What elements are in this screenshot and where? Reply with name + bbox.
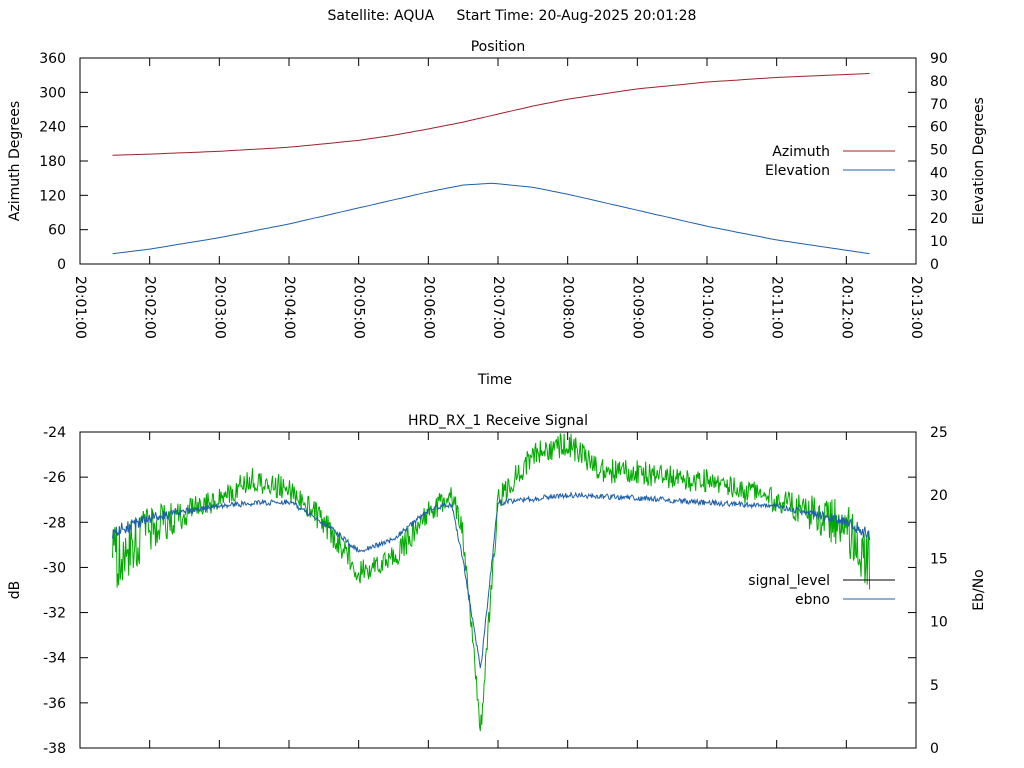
y-tick-label: 300 xyxy=(39,85,66,101)
x-tick-label: 20:02:00 xyxy=(142,276,158,339)
y-tick-label: 240 xyxy=(39,120,66,136)
y-tick-label: 0 xyxy=(57,257,66,273)
page-title: Satellite: AQUA Start Time: 20-Aug-2025 … xyxy=(327,8,697,24)
series-line-1-0 xyxy=(112,433,871,732)
y2-tick-label: 90 xyxy=(930,51,948,67)
plot-frame-1 xyxy=(79,431,917,749)
y2-tick-label: 10 xyxy=(930,615,948,631)
y-tick-label: 180 xyxy=(39,154,66,170)
y2-tick-label: 15 xyxy=(930,551,948,567)
y-tick-label: -26 xyxy=(43,470,66,486)
y-tick-label: -28 xyxy=(43,515,66,531)
y2-tick-label: 20 xyxy=(930,211,948,227)
x-tick-label: 20:08:00 xyxy=(560,276,576,339)
chart-title-0: Position xyxy=(471,39,526,55)
x-tick-label: 20:03:00 xyxy=(211,276,227,339)
y2-tick-label: 5 xyxy=(930,678,939,694)
x-tick-label: 20:05:00 xyxy=(351,276,367,339)
y-axis-label-0: Azimuth Degrees xyxy=(7,101,23,221)
x-tick-label: 20:06:00 xyxy=(420,276,436,339)
x-tick-label: 20:01:00 xyxy=(72,276,88,339)
y-axis-label-1: dB xyxy=(7,581,23,600)
y-tick-label: -32 xyxy=(43,606,66,622)
legend-label: ebno xyxy=(795,592,830,608)
series-line-0-0 xyxy=(112,72,870,156)
plot-frame-0 xyxy=(79,57,917,265)
y2-tick-label: 10 xyxy=(930,234,948,250)
chart-title-1: HRD_RX_1 Receive Signal xyxy=(408,413,588,429)
x-axis-label-0: Time xyxy=(477,372,512,388)
y2-tick-label: 30 xyxy=(930,188,948,204)
series-line-0-1 xyxy=(112,182,870,255)
x-tick-label: 20:11:00 xyxy=(769,276,785,339)
y2-tick-label: 80 xyxy=(930,74,948,90)
y2-axis-label-1: Eb/No xyxy=(971,569,987,611)
y2-tick-label: 60 xyxy=(930,120,948,136)
y2-axis-label-0: Elevation Degrees xyxy=(971,97,987,225)
legend-label: Azimuth xyxy=(772,144,830,160)
legend-label: signal_level xyxy=(748,573,830,589)
y-tick-label: 120 xyxy=(39,188,66,204)
y-tick-label: -38 xyxy=(43,741,66,757)
y2-tick-label: 70 xyxy=(930,97,948,113)
y2-tick-label: 20 xyxy=(930,488,948,504)
x-tick-label: 20:10:00 xyxy=(699,276,715,339)
y-tick-label: 360 xyxy=(39,51,66,67)
y-tick-label: 60 xyxy=(48,223,66,239)
y2-tick-label: 0 xyxy=(930,741,939,757)
y-tick-label: -36 xyxy=(43,696,66,712)
y2-tick-label: 50 xyxy=(930,143,948,159)
x-tick-label: 20:09:00 xyxy=(629,276,645,339)
series-line-1-1 xyxy=(112,491,871,669)
x-tick-label: 20:13:00 xyxy=(908,276,924,339)
x-tick-label: 20:12:00 xyxy=(838,276,854,339)
x-tick-label: 20:04:00 xyxy=(281,276,297,339)
y-tick-label: -30 xyxy=(43,560,66,576)
x-tick-label: 20:07:00 xyxy=(490,276,506,339)
y2-tick-label: 0 xyxy=(930,257,939,273)
y-tick-label: -34 xyxy=(43,651,66,667)
y2-tick-label: 40 xyxy=(930,165,948,181)
y2-tick-label: 25 xyxy=(930,425,948,441)
y-tick-label: -24 xyxy=(43,425,66,441)
legend-label: Elevation xyxy=(765,163,830,179)
